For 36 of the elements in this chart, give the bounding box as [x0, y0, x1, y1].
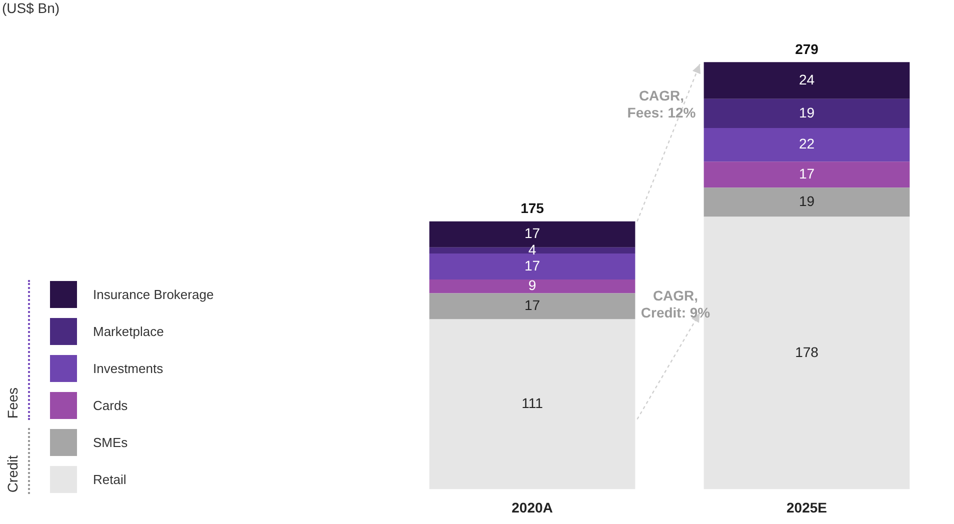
bar — [429, 253, 636, 280]
bar — [429, 319, 636, 490]
legend-label: Retail — [93, 472, 126, 487]
legend-label: Investments — [93, 361, 164, 376]
bar — [429, 293, 636, 320]
data-label: 17 — [524, 297, 540, 314]
data-label: 24 — [798, 71, 815, 88]
text: Fees — [4, 386, 20, 418]
x-tick-label: 2020A — [512, 499, 553, 516]
bar — [704, 62, 910, 99]
text: Credit — [4, 454, 20, 492]
annotation: CAGR, Credit: 9% — [640, 288, 711, 321]
data-label: 178 — [795, 344, 819, 360]
data-label: 9 — [528, 277, 536, 294]
data-label: 17 — [524, 225, 540, 242]
legend-label: Cards — [93, 398, 128, 413]
data-label: 19 — [798, 193, 815, 210]
data-label: 111 — [522, 395, 544, 412]
legend-label: Marketplace — [93, 324, 164, 339]
bar — [704, 162, 910, 188]
legend-label: Insurance Brokerage — [93, 287, 214, 302]
data-label: 19 — [798, 104, 815, 120]
bar — [429, 280, 636, 294]
total-label: 175 — [520, 200, 544, 216]
data-label: 17 — [524, 257, 540, 274]
data-label: 17 — [798, 166, 815, 182]
total-label: 279 — [795, 41, 819, 58]
text: (US$ Bn) — [2, 0, 60, 16]
bar — [704, 128, 910, 162]
annotation: CAGR, Fees: 12% — [627, 88, 696, 121]
x-tick-label: 2025E — [786, 499, 827, 516]
data-label: 22 — [798, 136, 815, 152]
data-label: 4 — [528, 241, 536, 258]
bar — [704, 188, 910, 217]
legend-label: SMEs — [93, 435, 128, 450]
bar — [704, 98, 910, 128]
